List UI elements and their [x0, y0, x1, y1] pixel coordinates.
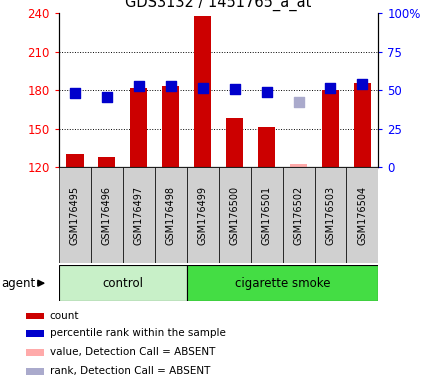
Bar	[26, 368, 44, 375]
Bar	[155, 167, 186, 263]
Text: GSM176504: GSM176504	[357, 185, 367, 245]
Bar	[186, 265, 378, 301]
Text: value, Detection Call = ABSENT: value, Detection Call = ABSENT	[49, 348, 215, 358]
Bar	[289, 164, 306, 167]
Text: GSM176497: GSM176497	[133, 185, 143, 245]
Text: cigarette smoke: cigarette smoke	[234, 277, 329, 290]
Point	[294, 99, 301, 105]
Bar	[59, 265, 186, 301]
Point	[135, 83, 142, 89]
Text: count: count	[49, 311, 79, 321]
Bar	[26, 313, 44, 319]
Bar	[161, 86, 179, 167]
Point	[103, 94, 110, 100]
Text: rank, Detection Call = ABSENT: rank, Detection Call = ABSENT	[49, 366, 210, 376]
Bar	[66, 154, 83, 167]
Bar	[282, 167, 314, 263]
Bar	[122, 167, 155, 263]
Bar	[26, 349, 44, 356]
Bar	[186, 167, 218, 263]
Bar	[257, 127, 275, 167]
Bar	[98, 157, 115, 167]
Point	[199, 84, 206, 91]
Title: GDS3132 / 1451765_a_at: GDS3132 / 1451765_a_at	[125, 0, 311, 11]
Text: GSM176498: GSM176498	[165, 185, 175, 245]
Text: GSM176495: GSM176495	[69, 185, 79, 245]
Bar	[250, 167, 282, 263]
Text: percentile rank within the sample: percentile rank within the sample	[49, 328, 225, 338]
Point	[263, 88, 270, 94]
Bar	[59, 167, 91, 263]
Bar	[26, 330, 44, 337]
Text: GSM176500: GSM176500	[229, 185, 239, 245]
Bar	[194, 16, 211, 167]
Text: GSM176501: GSM176501	[261, 185, 271, 245]
Bar	[130, 88, 147, 167]
Text: GSM176503: GSM176503	[325, 185, 335, 245]
Text: GSM176496: GSM176496	[102, 185, 112, 245]
Bar	[225, 118, 243, 167]
Text: agent: agent	[1, 277, 35, 290]
Point	[230, 86, 237, 92]
Bar	[91, 167, 122, 263]
Text: GSM176499: GSM176499	[197, 185, 207, 245]
Bar	[314, 167, 345, 263]
Text: GSM176502: GSM176502	[293, 185, 303, 245]
Point	[167, 83, 174, 89]
Bar	[218, 167, 250, 263]
Text: control: control	[102, 277, 143, 290]
Point	[71, 90, 78, 96]
Bar	[346, 167, 378, 263]
Point	[358, 81, 365, 87]
Point	[326, 84, 333, 91]
Bar	[321, 90, 339, 167]
Bar	[353, 83, 370, 167]
